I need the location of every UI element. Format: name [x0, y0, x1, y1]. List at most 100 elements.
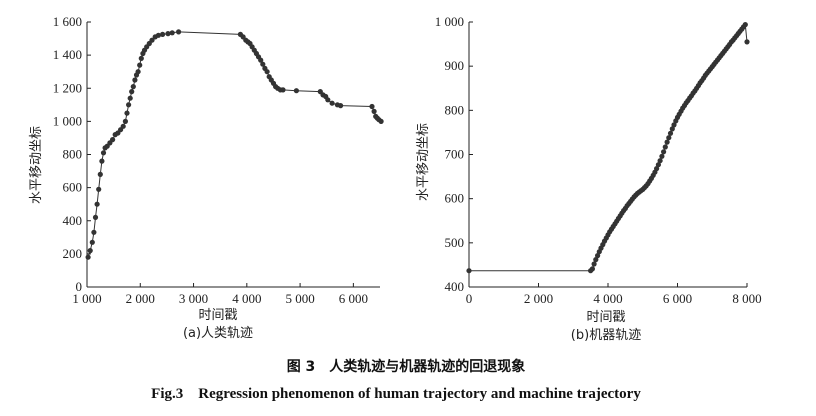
x-tick-label: 3 000	[179, 291, 208, 306]
data-point	[132, 77, 138, 83]
chart-b-ticks: 0 2 000 4 000 6 000 8 000 400 500 600 700 800 900 1…	[435, 14, 762, 306]
x-tick-label: 2 000	[524, 291, 553, 306]
data-point	[659, 153, 665, 159]
y-tick-label: 800	[63, 147, 83, 162]
data-point	[258, 57, 264, 63]
data-point	[280, 87, 286, 93]
data-point	[130, 84, 136, 90]
data-point	[129, 89, 135, 95]
y-tick-label: 800	[445, 102, 465, 117]
data-point	[169, 30, 175, 36]
y-tick-label: 400	[445, 279, 465, 294]
data-point	[155, 32, 161, 38]
y-tick-label: 1 000	[53, 113, 82, 128]
x-tick-label: 5 000	[285, 291, 314, 306]
data-point	[667, 130, 674, 136]
data-point	[149, 37, 155, 43]
x-tick-label: 4 000	[232, 291, 261, 306]
data-point	[100, 150, 107, 156]
x-tick-label: 0	[466, 291, 473, 306]
data-point	[137, 62, 143, 68]
data-point	[369, 103, 375, 110]
x-tick-label: 6 000	[663, 291, 692, 306]
data-point	[466, 268, 472, 274]
y-tick-label: 1 600	[53, 14, 82, 29]
data-point	[669, 126, 675, 132]
chart-machine-trajectory: 0 2 000 4 000 6 000 8 000 400 500 600 700 800 900 1…	[416, 14, 762, 343]
chart-a-subtitle: (a)人类轨迹	[183, 326, 253, 341]
chart-b-axes	[468, 22, 747, 288]
data-point	[744, 39, 750, 45]
data-point	[94, 201, 100, 207]
y-tick-label: 1 200	[53, 80, 82, 95]
data-point	[124, 110, 130, 116]
chart-a-xlabel: 时间戳	[198, 308, 237, 323]
data-point	[85, 254, 91, 260]
data-point	[338, 103, 344, 109]
x-tick-label: 1 000	[72, 291, 101, 306]
y-tick-label: 600	[63, 180, 83, 195]
figure-caption-en: Fig.3 Regression phenomenon of human tra…	[151, 386, 641, 402]
data-point	[165, 30, 171, 37]
y-tick-label: 1 400	[53, 47, 82, 62]
data-point	[655, 162, 662, 168]
data-point	[742, 22, 748, 28]
chart-a-ylabel: 水平移动坐标	[29, 126, 44, 204]
chart-human-trajectory: 1 000 2 000 3 000 4 000 5 000 6 000 0 200 400 600…	[29, 14, 384, 341]
chart-a-axes	[86, 22, 380, 288]
y-tick-label: 500	[445, 235, 465, 250]
data-point	[671, 122, 677, 128]
data-point	[329, 100, 335, 106]
y-tick-label: 0	[76, 279, 83, 294]
data-point	[127, 95, 133, 101]
data-point	[378, 118, 384, 124]
data-point	[160, 31, 166, 37]
data-point	[595, 253, 601, 259]
data-point	[662, 144, 668, 150]
data-point	[589, 266, 596, 272]
chart-b-ylabel: 水平移动坐标	[416, 123, 431, 201]
data-point	[293, 88, 299, 94]
x-tick-label: 8 000	[732, 291, 761, 306]
x-tick-label: 4 000	[593, 291, 622, 306]
data-point	[91, 229, 97, 235]
series-line	[87, 31, 382, 258]
y-tick-label: 200	[63, 246, 83, 261]
data-point	[593, 257, 599, 263]
data-point	[135, 69, 141, 75]
data-point	[176, 29, 182, 35]
data-point	[138, 55, 144, 62]
chart-b-marks	[466, 22, 750, 274]
chart-b-subtitle: (b)机器轨迹	[571, 328, 641, 343]
data-point	[92, 214, 99, 220]
x-tick-label: 6 000	[339, 291, 368, 306]
data-point	[126, 102, 132, 108]
data-point	[325, 97, 331, 103]
data-point	[97, 171, 103, 177]
data-point	[99, 158, 105, 164]
data-point	[664, 139, 670, 145]
figure-caption-cn: 图 3 人类轨迹与机器轨迹的回退现象	[287, 358, 526, 375]
chart-a-ticks: 1 000 2 000 3 000 4 000 5 000 6 000 0 200 400 600…	[53, 14, 368, 306]
data-point	[122, 118, 128, 124]
y-tick-label: 700	[445, 147, 465, 162]
data-point	[120, 123, 126, 129]
chart-b-xlabel: 时间戳	[586, 310, 625, 325]
x-tick-label: 2 000	[126, 291, 155, 306]
data-point	[260, 61, 266, 67]
data-point	[96, 186, 102, 192]
chart-a-marks	[85, 29, 384, 260]
data-point	[110, 137, 116, 143]
data-point	[89, 239, 95, 245]
data-point	[591, 261, 597, 267]
data-point	[87, 248, 93, 254]
data-point	[264, 69, 270, 75]
y-tick-label: 1 000	[435, 14, 464, 29]
data-point	[661, 149, 667, 155]
y-tick-label: 400	[63, 213, 83, 228]
data-point	[371, 108, 377, 114]
data-point	[654, 166, 660, 172]
data-point	[666, 135, 672, 141]
y-tick-label: 900	[445, 58, 465, 73]
